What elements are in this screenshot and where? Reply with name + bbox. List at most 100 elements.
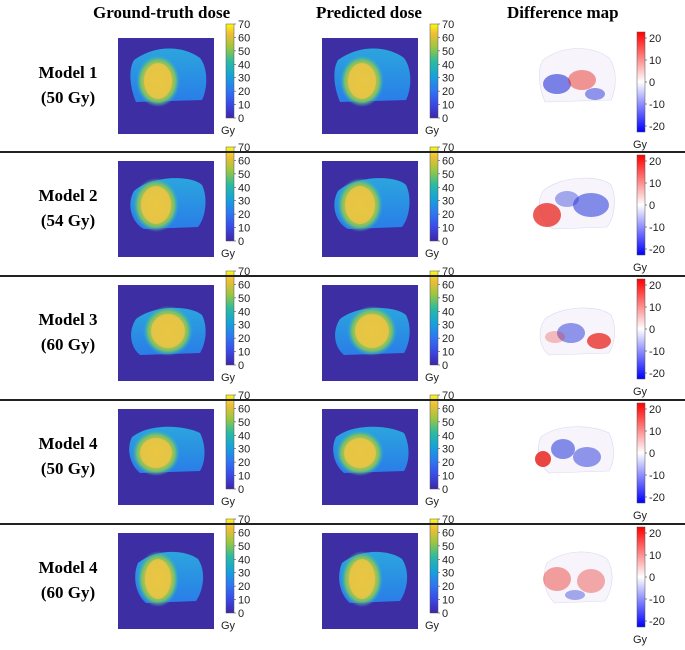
target-high-dose: [141, 186, 171, 224]
difference-body: [537, 426, 614, 474]
difference-patch: [587, 333, 611, 349]
target-high-dose: [151, 314, 185, 348]
colorbar-tick-label: 50: [442, 541, 454, 553]
difference-patch: [568, 70, 596, 90]
row-label-dose: (50 Gy): [40, 88, 96, 107]
colorbar-tick-label: 20: [238, 209, 250, 221]
colorbar-unit: Gy: [425, 372, 440, 384]
colorbar-tick-label: 40: [238, 306, 250, 318]
colorbar-tick-label: 60: [238, 32, 250, 44]
target-high-dose: [140, 438, 172, 468]
row-separator: [0, 151, 685, 153]
difference-colorbar: [636, 154, 646, 256]
difference-patch: [557, 323, 585, 343]
colorbar-tick-label: 40: [238, 59, 250, 71]
dose-colorbar: [225, 518, 235, 614]
colorbar-tick-label: 10: [649, 426, 661, 438]
colorbar-tick-label: 20: [442, 457, 454, 469]
row-label-model: Model 4: [38, 558, 98, 577]
model-row: Model 4 (50 Gy) 70 60 50 40 30 20 10 0 Gy 70 60 50 40 3…: [0, 390, 685, 525]
colorbar-tick-label: 30: [238, 320, 250, 332]
dose-colorbar: [429, 518, 439, 614]
header-difference: Difference map: [507, 3, 619, 22]
difference-patch: [573, 447, 601, 467]
colorbar-tick-label: 0: [649, 77, 655, 89]
colorbar-tick-label: 70: [442, 19, 454, 31]
header-ground-truth: Ground-truth dose: [93, 3, 231, 22]
colorbar-tick-label: 60: [238, 279, 250, 291]
colorbar-unit: Gy: [425, 620, 440, 632]
colorbar-tick-label: 0: [442, 484, 448, 496]
difference-patch: [543, 74, 571, 94]
row-label-model: Model 2: [38, 186, 98, 205]
row-label-dose: (54 Gy): [40, 211, 96, 230]
colorbar-unit: Gy: [425, 496, 440, 508]
colorbar-tick-label: 10: [442, 471, 454, 483]
colorbar-unit: Gy: [221, 372, 236, 384]
model-row: Model 2 (54 Gy) 70 60 50 40 30 20 10 0 Gy 70 60 50 40 3…: [0, 142, 685, 277]
colorbar-tick-label: 30: [442, 196, 454, 208]
difference-colorbar: [636, 31, 646, 133]
row-label-dose: (60 Gy): [40, 583, 96, 602]
colorbar-tick-label: 60: [442, 403, 454, 415]
model-row: Model 3 (60 Gy) 70 60 50 40 30 20 10 0 Gy 70 60 50 40 3…: [0, 266, 685, 401]
colorbar-tick-label: 20: [649, 280, 661, 292]
colorbar-tick-label: 30: [238, 196, 250, 208]
colorbar-tick-label: 10: [442, 100, 454, 112]
colorbar-tick-label: 10: [238, 100, 250, 112]
colorbar-tick-label: 20: [238, 457, 250, 469]
row-label-dose: (60 Gy): [40, 335, 96, 354]
header-predicted: Predicted dose: [316, 3, 422, 22]
colorbar-tick-label: 0: [442, 236, 448, 248]
colorbar-tick-label: 20: [238, 86, 250, 98]
colorbar-tick-label: -20: [649, 616, 665, 628]
colorbar-tick-label: 50: [238, 46, 250, 58]
row-label: Model 2 (54 Gy): [18, 183, 118, 233]
colorbar-unit: Gy: [633, 510, 648, 522]
colorbar-tick-label: -10: [649, 470, 665, 482]
model-row: Model 1 (50 Gy) 70 60 50 40 30 20 10 0 Gy 70 60 50 40 3…: [0, 19, 685, 154]
colorbar-tick-label: -20: [649, 492, 665, 504]
colorbar-tick-label: 0: [442, 608, 448, 620]
colorbar-tick-label: -10: [649, 99, 665, 111]
difference-colorbar: [636, 402, 646, 504]
colorbar-tick-label: 30: [442, 444, 454, 456]
dose-colorbar: [429, 23, 439, 119]
colorbar-tick-label: 20: [238, 581, 250, 593]
target-high-dose: [144, 63, 172, 99]
colorbar-tick-label: 0: [238, 360, 244, 372]
colorbar-tick-label: 60: [442, 155, 454, 167]
colorbar-tick-label: 50: [238, 293, 250, 305]
colorbar-tick-label: -20: [649, 121, 665, 133]
colorbar-tick-label: 0: [649, 448, 655, 460]
difference-colorbar: [636, 278, 646, 380]
colorbar-tick-label: 20: [442, 581, 454, 593]
colorbar-tick-label: 40: [442, 430, 454, 442]
dose-colorbar: [429, 270, 439, 366]
target-high-dose: [349, 559, 375, 599]
colorbar-tick-label: 40: [442, 59, 454, 71]
row-separator: [0, 399, 685, 401]
row-separator: [0, 275, 685, 277]
difference-patch: [565, 590, 585, 600]
colorbar-tick-label: 0: [649, 572, 655, 584]
colorbar-unit: Gy: [425, 248, 440, 260]
colorbar-tick-label: 0: [649, 324, 655, 336]
difference-body: [543, 551, 613, 604]
dose-colorbar: [225, 270, 235, 366]
difference-patch: [585, 88, 605, 100]
colorbar-tick-label: 10: [442, 595, 454, 607]
colorbar-tick-label: -20: [649, 244, 665, 256]
colorbar-tick-label: 50: [442, 417, 454, 429]
